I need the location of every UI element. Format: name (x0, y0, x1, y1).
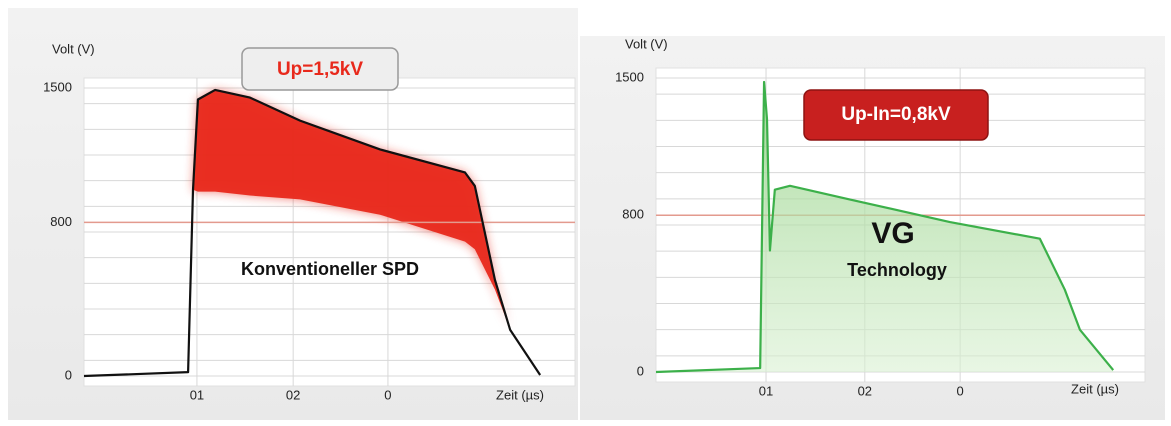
line (83, 88, 542, 378)
annotation: VG (871, 217, 914, 250)
x-axis-label: Zeit (µs) (1071, 381, 1119, 396)
x-tick-label: 01 (759, 383, 773, 398)
annotation-box (803, 89, 989, 141)
x-tick-label: 0 (957, 383, 964, 398)
y-tick-label: 1500 (43, 79, 72, 94)
area (656, 81, 1114, 373)
x-axis-label: Zeit (µs) (496, 387, 544, 402)
annotation: Up-In=0,8kV (841, 104, 951, 125)
y-tick-label: 1500 (615, 69, 644, 84)
x-tick-label: 02 (858, 383, 872, 398)
band-area (193, 89, 541, 376)
y-axis-label: Volt (V) (52, 41, 95, 56)
x-tick-label: 02 (286, 387, 300, 402)
annotation: Technology (847, 260, 947, 280)
x-tick-label: 01 (190, 387, 204, 402)
y-axis-label: Volt (V) (625, 36, 668, 51)
x-tick-label: 0 (384, 387, 391, 402)
annotation: Up=1,5kV (277, 59, 363, 80)
y-tick-label: 800 (622, 207, 644, 222)
y-tick-label: 0 (65, 367, 72, 382)
annotation-box (241, 47, 399, 91)
y-tick-label: 800 (50, 214, 72, 229)
band (193, 89, 541, 376)
annotation: Konventioneller SPD (241, 259, 419, 279)
y-tick-label: 0 (637, 363, 644, 378)
line (655, 80, 1115, 374)
